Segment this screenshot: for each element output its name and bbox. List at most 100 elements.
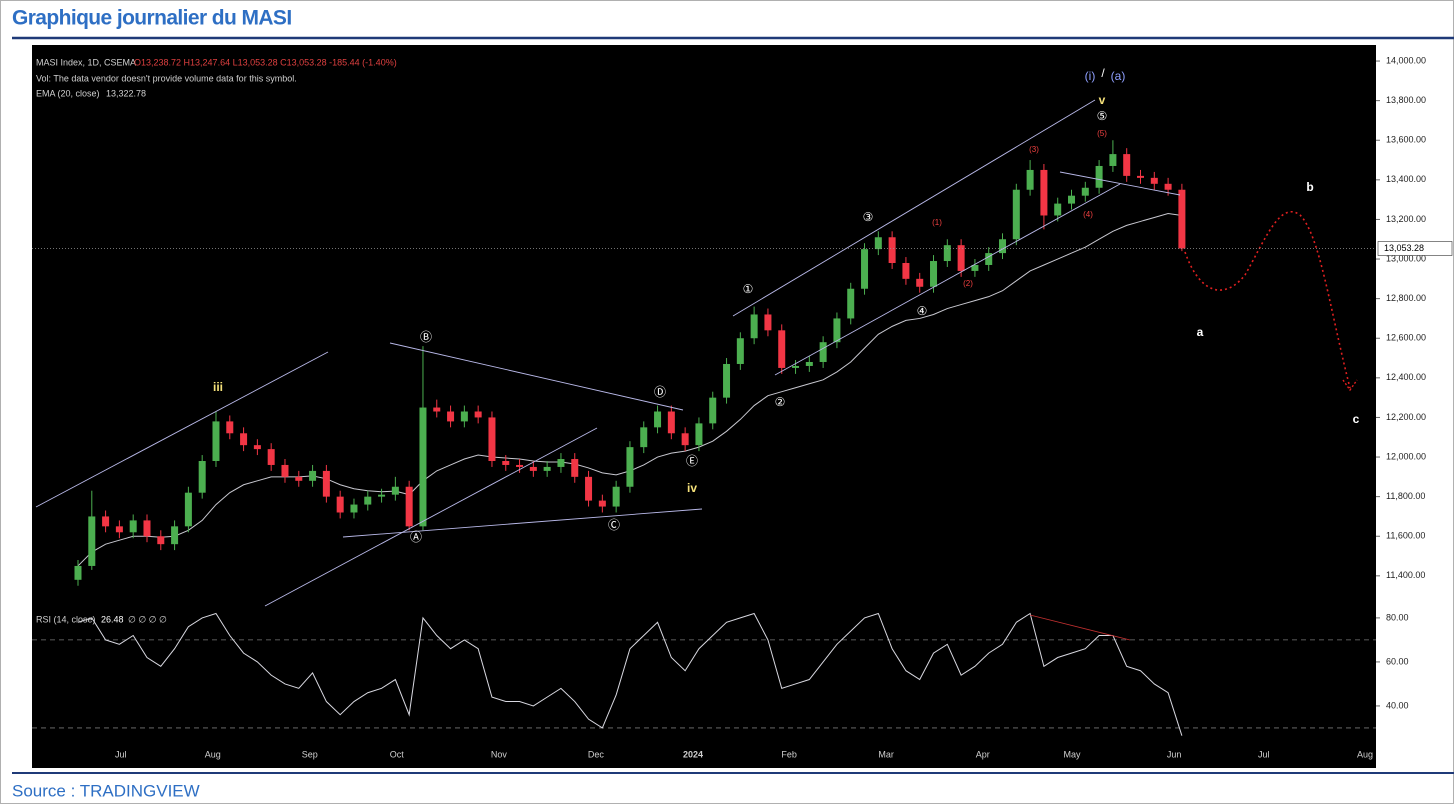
wave-label: (1): [932, 218, 942, 227]
candle-body: [750, 314, 758, 339]
candle-body: [736, 338, 744, 364]
page-title: Graphique journalier du MASI: [12, 7, 292, 30]
projection: [1184, 211, 1351, 389]
legend-ohlc: O13,238.72 H13,247.64 L13,053.28 C13,053…: [134, 57, 397, 67]
candle-body: [115, 526, 123, 533]
x-tick-label: May: [1063, 749, 1081, 759]
projection-arrow: [1342, 379, 1358, 392]
x-tick-label: Jun: [1167, 749, 1182, 759]
y-tick-label: 13,000.00: [1386, 253, 1426, 263]
trendline: [732, 99, 1096, 317]
candle-body: [778, 330, 786, 368]
candle-body: [433, 407, 441, 412]
wave-label: c: [1353, 412, 1360, 426]
candle-body: [212, 421, 220, 462]
rsi-value: 26.48: [101, 614, 124, 624]
candle-body: [640, 427, 648, 448]
y-tick-label: 11,600.00: [1386, 531, 1425, 541]
x-tick-label: Aug: [1357, 749, 1373, 759]
rsi-tick-label: 60.00: [1386, 656, 1409, 666]
candle-body: [281, 464, 289, 477]
candle-body: [1081, 187, 1089, 196]
candle-body: [971, 264, 979, 271]
candle-body: [764, 314, 772, 331]
candle-body: [888, 237, 896, 264]
candle-body: [322, 470, 330, 497]
wave-label: v: [1099, 93, 1106, 107]
x-tick-label: Jul: [115, 749, 127, 759]
wave-label: /: [1101, 66, 1105, 80]
candle-body: [1054, 203, 1062, 216]
candle-body: [667, 411, 675, 434]
candle-body: [240, 433, 248, 446]
wave-label: Ⓒ: [608, 518, 620, 532]
candle-body: [681, 433, 689, 446]
candle-body: [419, 407, 427, 527]
candle-body: [447, 411, 455, 422]
candle-body: [1123, 154, 1131, 176]
wave-label: (5): [1097, 129, 1107, 138]
candle-body: [391, 486, 399, 495]
candle-body: [474, 411, 482, 418]
candle-body: [226, 421, 234, 434]
candle-body: [350, 504, 358, 513]
candle-body: [626, 447, 634, 487]
candle-body: [861, 249, 869, 289]
plot-area: [32, 45, 1376, 768]
candle-body: [943, 245, 951, 262]
candle-body: [930, 261, 938, 287]
wave-label: Ⓑ: [420, 330, 432, 344]
wave-label: (3): [1029, 145, 1039, 154]
candle-body: [654, 411, 662, 428]
trendlines: [35, 99, 1181, 607]
wave-label: iv: [687, 481, 697, 495]
wave-label: (2): [963, 279, 973, 288]
candle-body: [1150, 177, 1158, 184]
x-tick-label: Aug: [205, 749, 221, 759]
y-tick-label: 13,200.00: [1386, 214, 1426, 224]
candle-body: [1137, 175, 1145, 178]
candle-body: [1164, 183, 1172, 190]
candle-body: [916, 278, 924, 287]
candle-body: [902, 263, 910, 279]
candle-body: [1026, 169, 1034, 190]
candle-body: [460, 411, 468, 422]
y-tick-label: 12,000.00: [1386, 451, 1426, 461]
candle-body: [1109, 154, 1117, 166]
wave-label: Ⓔ: [686, 454, 698, 468]
trendline: [264, 427, 598, 607]
candle-body: [129, 520, 137, 533]
wave-label: (i): [1085, 69, 1096, 83]
wave-label: ②: [775, 395, 786, 409]
wave-label: b: [1306, 180, 1313, 194]
candle-body: [612, 486, 620, 507]
candle-body: [529, 466, 537, 471]
legend-vol: Vol: The data vendor doesn't provide vol…: [36, 73, 297, 83]
candle-body: [598, 500, 606, 507]
wave-label: ①: [743, 282, 754, 296]
candle-body: [543, 466, 551, 471]
candle-body: [74, 565, 82, 580]
y-tick-label: 13,800.00: [1386, 95, 1426, 105]
candle-body: [833, 318, 841, 343]
last-price-label: 13,053.28: [1384, 243, 1424, 253]
wave-label: Ⓐ: [410, 530, 422, 544]
candle-body: [957, 245, 965, 271]
divergence-line: [1029, 614, 1131, 641]
wave-label: ③: [863, 210, 874, 224]
candle-body: [874, 237, 882, 250]
candle-body: [143, 520, 151, 537]
legend-ema: EMA (20, close): [36, 88, 100, 98]
candle-body: [516, 464, 524, 467]
candle-body: [184, 492, 192, 527]
legend-ema-value: 13,322.78: [106, 88, 146, 98]
trendline: [342, 508, 703, 538]
wave-label: Ⓓ: [654, 385, 666, 399]
candle-body: [378, 494, 386, 497]
plot: [32, 140, 1376, 736]
candle-body: [198, 461, 206, 493]
candle-body: [571, 459, 579, 477]
candle-body: [102, 516, 110, 527]
